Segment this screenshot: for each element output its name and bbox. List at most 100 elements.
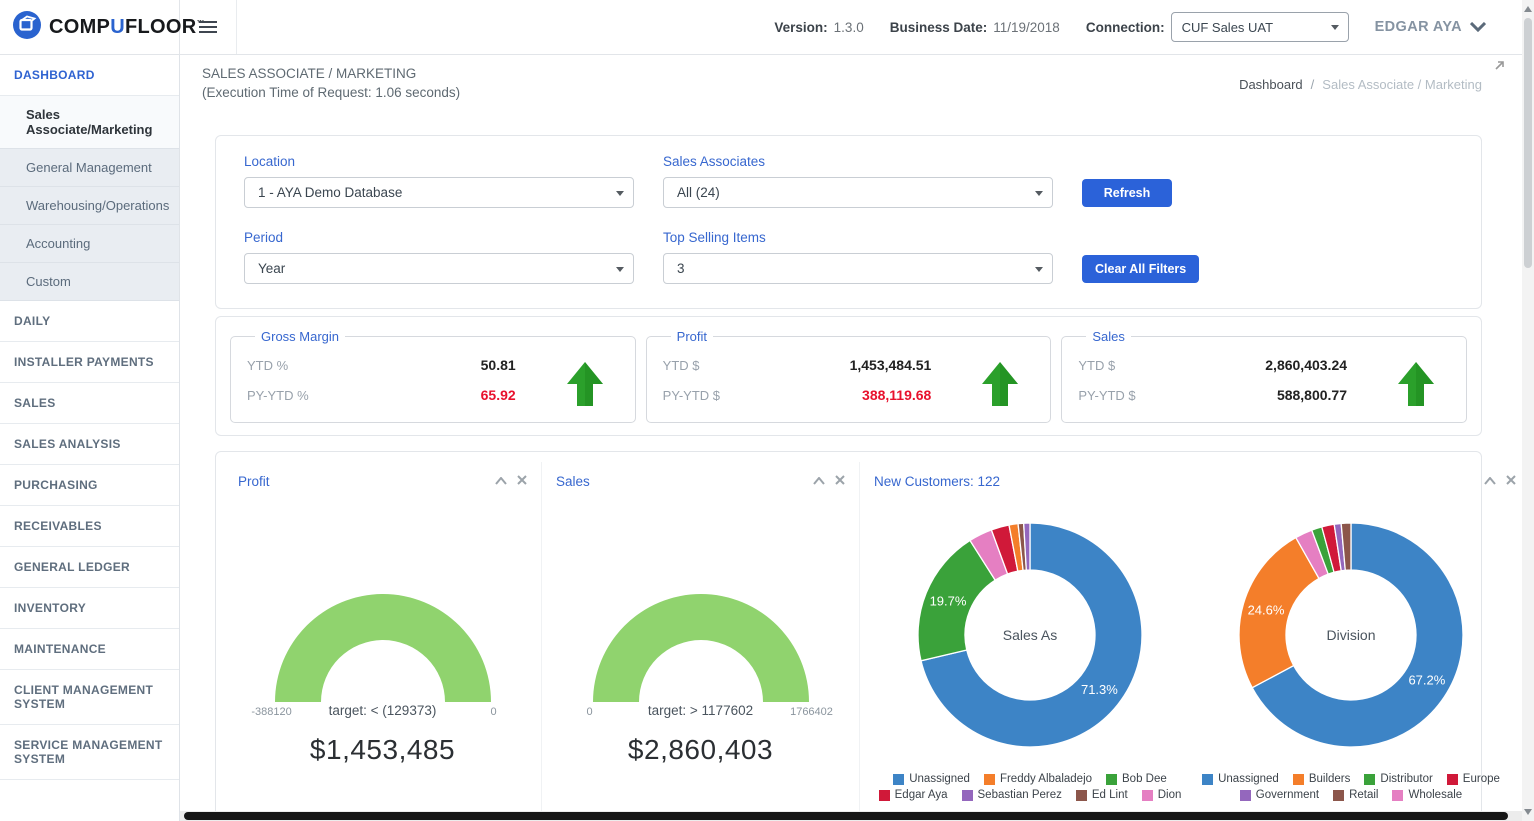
sidebar-item-installer-payments[interactable]: INSTALLER PAYMENTS (0, 342, 179, 383)
legend-item-dion[interactable]: Dion (1142, 789, 1182, 801)
user-name: EDGAR AYA (1375, 19, 1462, 35)
sidebar-subitem-warehousing-operations[interactable]: Warehousing/Operations (0, 187, 179, 225)
legend-item-freddy-albaladejo[interactable]: Freddy Albaladejo (984, 773, 1092, 785)
kpi-label: PY-YTD % (247, 388, 357, 403)
legend-label: Bob Dee (1122, 773, 1167, 785)
close-icon[interactable] (835, 472, 845, 490)
location-select[interactable]: 1 - AYA Demo Database (244, 177, 634, 208)
legend-item-sebastian-perez[interactable]: Sebastian Perez (962, 789, 1062, 801)
legend-item-edgar-aya[interactable]: Edgar Aya (879, 789, 948, 801)
clear-all-filters-button[interactable]: Clear All Filters (1082, 255, 1199, 283)
sidebar-item-daily[interactable]: DAILY (0, 301, 179, 342)
sales-portlet-title: Sales (556, 474, 590, 489)
sidebar-item-maintenance[interactable]: MAINTENANCE (0, 629, 179, 670)
profit-gauge-portlet: Profit -388120 target: < (129373) 0 (224, 462, 542, 821)
sidebar-item-sales[interactable]: SALES (0, 383, 179, 424)
main-area: SALES ASSOCIATE / MARKETING (Execution T… (180, 55, 1522, 821)
filters-panel: Location Sales Associates 1 - AYA Demo D… (215, 135, 1482, 309)
vertical-scrollbar-thumb[interactable] (1524, 18, 1532, 268)
donut-center-label: Sales As (1003, 627, 1057, 643)
connection-label: Connection: (1086, 20, 1165, 35)
sidebar-item-receivables[interactable]: RECEIVABLES (0, 506, 179, 547)
collapse-up-icon[interactable] (813, 472, 825, 490)
sidebar-item-sales-analysis[interactable]: SALES ANALYSIS (0, 424, 179, 465)
legend-item-retail[interactable]: Retail (1333, 789, 1378, 801)
hamburger-icon (199, 18, 217, 36)
legend-swatch (1106, 774, 1117, 785)
sidebar-subitem-general-management[interactable]: General Management (0, 149, 179, 187)
sidebar-toggle-button[interactable] (180, 0, 237, 54)
top-bar-right: Version: 1.3.0 Business Date: 11/19/2018… (774, 0, 1534, 54)
close-icon[interactable] (1506, 472, 1516, 490)
chevron-down-icon (1035, 191, 1043, 196)
kpi-card-sales: SalesYTD $2,860,403.24PY-YTD $588,800.77 (1061, 329, 1467, 423)
sales-gauge-portlet: Sales 0 target: > 1177602 1766402 (542, 462, 860, 821)
legend-item-government[interactable]: Government (1240, 789, 1319, 801)
legend-label: Unassigned (909, 773, 970, 785)
version-info: Version: 1.3.0 (774, 20, 863, 35)
gauge-min-label: 0 (559, 706, 621, 718)
legend-item-wholesale[interactable]: Wholesale (1392, 789, 1462, 801)
period-select[interactable]: Year (244, 253, 634, 284)
legend-item-unassigned[interactable]: Unassigned (893, 773, 970, 785)
close-icon[interactable] (517, 472, 527, 490)
sales-associates-select[interactable]: All (24) (663, 177, 1053, 208)
legend-swatch (1333, 790, 1344, 801)
legend-swatch (879, 790, 890, 801)
sales-as-donut-chart: 71.3%19.7%Sales As (913, 518, 1147, 757)
sidebar-item-purchasing[interactable]: PURCHASING (0, 465, 179, 506)
sales-associates-label: Sales Associates (663, 154, 1053, 171)
scroll-down-arrow-icon[interactable] (1524, 809, 1532, 815)
breadcrumb-dashboard[interactable]: Dashboard (1239, 77, 1303, 92)
gauge-max-label: 0 (463, 706, 525, 718)
legend-item-europe[interactable]: Europe (1447, 773, 1500, 785)
legend-item-bob-dee[interactable]: Bob Dee (1106, 773, 1167, 785)
app-window: COMPUFLOOR™ Version: 1.3.0 Business Date… (0, 0, 1534, 821)
legend-label: Dion (1158, 789, 1182, 801)
kpi-title: Profit (671, 329, 713, 344)
legend-item-unassigned[interactable]: Unassigned (1202, 773, 1279, 785)
refresh-button[interactable]: Refresh (1082, 179, 1172, 207)
sidebar-subitem-custom[interactable]: Custom (0, 263, 179, 301)
profit-portlet-title: Profit (238, 474, 270, 489)
kpi-label: PY-YTD $ (1078, 388, 1188, 403)
business-date-value: 11/19/2018 (993, 20, 1060, 35)
dashboard-content: Location Sales Associates 1 - AYA Demo D… (180, 115, 1522, 821)
top-selling-items-select[interactable]: 3 (663, 253, 1053, 284)
horizontal-scrollbar[interactable] (180, 811, 1522, 821)
brand-logo[interactable]: COMPUFLOOR™ (0, 0, 180, 54)
legend-label: Retail (1349, 789, 1378, 801)
breadcrumb-current-page: Sales Associate / Marketing (1322, 77, 1482, 92)
legend-swatch (893, 774, 904, 785)
sidebar-item-client-management-system[interactable]: CLIENT MANAGEMENT SYSTEM (0, 670, 179, 725)
sales-gauge-axis: 0 target: > 1177602 1766402 (541, 703, 861, 718)
collapse-up-icon[interactable] (495, 472, 507, 490)
location-value: 1 - AYA Demo Database (258, 185, 402, 200)
trend-up-arrow-icon (980, 360, 1020, 413)
sidebar-item-inventory[interactable]: INVENTORY (0, 588, 179, 629)
kpi-card-profit: ProfitYTD $1,453,484.51PY-YTD $388,119.6… (646, 329, 1052, 423)
version-label: Version: (774, 20, 827, 35)
compufloor-logo-icon (12, 10, 42, 45)
horizontal-scrollbar-thumb[interactable] (184, 812, 1508, 820)
donut-center-label: Division (1326, 627, 1375, 643)
collapse-up-icon[interactable] (1484, 472, 1496, 490)
profit-gauge-axis: -388120 target: < (129373) 0 (223, 703, 543, 718)
legend-item-distributor[interactable]: Distributor (1364, 773, 1432, 785)
sidebar-subitem-accounting[interactable]: Accounting (0, 225, 179, 263)
collapse-corner-icon[interactable] (1494, 57, 1508, 76)
donut-percent-label: 71.3% (1081, 682, 1118, 697)
legend-item-ed-lint[interactable]: Ed Lint (1076, 789, 1128, 801)
legend-label: Freddy Albaladejo (1000, 773, 1092, 785)
vertical-scrollbar[interactable] (1522, 0, 1534, 821)
sidebar-item-general-ledger[interactable]: GENERAL LEDGER (0, 547, 179, 588)
connection-select[interactable]: CUF Sales UAT (1171, 12, 1349, 42)
scroll-up-arrow-icon[interactable] (1524, 6, 1532, 12)
sidebar-item-dashboard[interactable]: DASHBOARD (0, 55, 179, 96)
sidebar-subitem-sales-associate-marketing[interactable]: Sales Associate/Marketing (0, 96, 179, 149)
user-menu[interactable]: EDGAR AYA (1375, 19, 1486, 35)
legend-item-builders[interactable]: Builders (1293, 773, 1351, 785)
top-selling-items-label: Top Selling Items (663, 230, 1053, 247)
sales-associates-value: All (24) (677, 185, 720, 200)
sidebar-item-service-management-system[interactable]: SERVICE MANAGEMENT SYSTEM (0, 725, 179, 780)
